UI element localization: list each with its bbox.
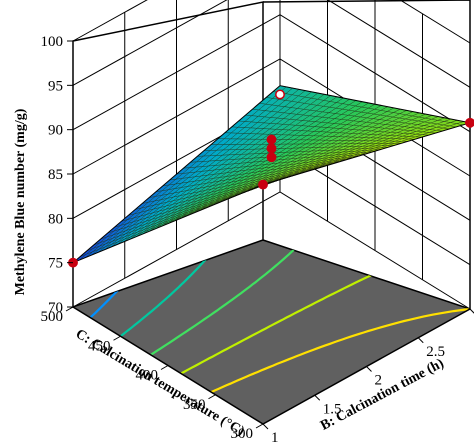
x-tick-mark-0 (255, 423, 264, 429)
z-tick-label-5: 95 (48, 78, 63, 94)
y-tick-label-2: 2 (375, 373, 383, 389)
contour-line-3 (180, 262, 397, 375)
x-tick-mark-2 (160, 365, 169, 370)
y-axis-ticks: 11.522.53 (262, 308, 474, 445)
y-tick-label-3: 2.5 (426, 344, 445, 360)
z-tick-label-3: 85 (48, 167, 63, 183)
z-axis-label: Methylene Blue number (mg/g) (13, 108, 28, 295)
z-tick-label-2: 80 (48, 211, 63, 227)
response-surface (72, 85, 471, 263)
x-axis-ticks: 300 350 400 450 500 (41, 306, 264, 442)
x-tick-label-2: 400 (136, 368, 159, 384)
gridline-z-6 (72, 0, 471, 44)
z-tick-label-6: 100 (41, 34, 64, 50)
z-tick-label-0: 70 (48, 300, 63, 316)
x-tick-mark-1 (208, 394, 216, 400)
x-tick-label-0: 300 (231, 426, 254, 442)
z-axis-ticks: 70 75 80 85 90 95 100 (41, 34, 73, 316)
design-point-5 (275, 89, 285, 100)
design-points (68, 89, 474, 268)
y-tick-label-1: 1.5 (323, 401, 342, 417)
z-tick-label-4: 90 (48, 123, 63, 139)
y-tick-mark-3 (417, 337, 424, 344)
design-point-1 (465, 117, 474, 128)
gridline-z-5 (72, 0, 471, 88)
y-tick-label-0: 1 (271, 430, 279, 445)
contour-line-1 (119, 240, 240, 338)
x-tick-mark-3 (113, 335, 121, 341)
y-tick-mark-1 (314, 394, 321, 401)
x-tick-label-3: 450 (88, 338, 111, 354)
x-tick-label-4: 500 (41, 309, 64, 325)
y-tick-mark-4 (469, 308, 474, 314)
contour-line-4 (210, 307, 470, 394)
z-tick-label-1: 75 (48, 256, 63, 272)
floor-panel (73, 240, 470, 424)
design-point-2 (266, 134, 277, 145)
design-point-4 (266, 152, 277, 163)
design-point-0 (258, 179, 268, 190)
y-tick-mark-2 (366, 366, 372, 372)
y-tick-mark-0 (262, 423, 269, 430)
x-tick-mark-4 (65, 306, 74, 312)
design-point-3 (266, 143, 277, 154)
x-tick-label-1: 350 (183, 397, 206, 413)
